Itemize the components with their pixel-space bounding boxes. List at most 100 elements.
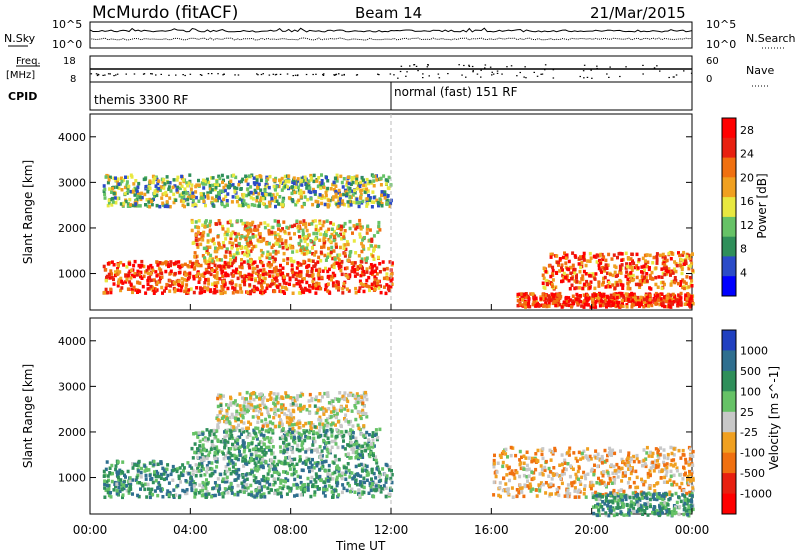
echo-cell xyxy=(374,458,378,463)
echo-cell xyxy=(524,305,528,309)
echo-cell xyxy=(237,473,241,478)
echo-cell xyxy=(194,233,198,237)
echo-cell xyxy=(132,285,136,290)
echo-cell xyxy=(203,436,207,440)
echo-cell xyxy=(303,178,307,182)
echo-cell xyxy=(154,270,158,274)
echo-cell xyxy=(305,459,309,463)
echo-cell xyxy=(104,175,108,179)
echo-cell xyxy=(236,290,240,294)
echo-cell xyxy=(169,472,173,477)
echo-cell xyxy=(104,488,108,492)
echo-cell xyxy=(194,195,198,200)
echo-cell xyxy=(159,185,163,189)
echo-cell xyxy=(532,298,536,302)
echo-cell xyxy=(351,393,355,398)
echo-cell xyxy=(244,224,247,228)
echo-cell xyxy=(204,203,207,208)
echo-cell xyxy=(142,177,146,182)
echo-cell xyxy=(239,419,243,424)
echo-cell xyxy=(558,303,561,307)
echo-cell xyxy=(560,305,564,309)
echo-cell xyxy=(597,281,601,285)
echo-cell xyxy=(215,445,219,449)
echo-cell xyxy=(215,194,219,199)
echo-cell xyxy=(372,494,376,499)
echo-cell xyxy=(307,258,311,262)
echo-cell xyxy=(238,428,242,433)
echo-cell xyxy=(292,433,296,437)
echo-cell xyxy=(378,228,382,232)
echo-cell xyxy=(667,295,671,300)
echo-cell xyxy=(299,405,303,410)
echo-cell xyxy=(211,239,215,243)
echo-cell xyxy=(215,222,218,226)
echo-cell xyxy=(138,192,142,196)
echo-cell xyxy=(256,447,260,452)
echo-cell xyxy=(521,298,524,302)
echo-cell xyxy=(111,186,115,191)
echo-cell xyxy=(110,203,114,207)
echo-cell xyxy=(171,185,175,190)
echo-cell xyxy=(268,265,272,269)
echo-cell xyxy=(335,173,339,178)
echo-cell xyxy=(228,250,232,255)
echo-cell xyxy=(324,258,328,262)
echo-cell xyxy=(254,454,258,458)
echo-cell xyxy=(578,294,582,298)
echo-cell xyxy=(340,430,344,434)
echo-cell xyxy=(299,486,303,490)
echo-cell xyxy=(341,483,345,487)
echo-cell xyxy=(318,193,322,197)
echo-cell xyxy=(374,244,378,248)
echo-cell xyxy=(351,477,355,481)
echo-cell xyxy=(208,289,212,294)
echo-cell xyxy=(310,269,314,274)
echo-cell xyxy=(609,293,613,298)
nave-point xyxy=(96,74,99,77)
echo-cell xyxy=(317,476,321,481)
echo-cell xyxy=(160,196,164,200)
echo-cell xyxy=(316,200,320,204)
echo-cell xyxy=(319,259,323,263)
echo-cell xyxy=(256,272,260,276)
echo-cell xyxy=(629,275,632,279)
echo-cell xyxy=(371,254,375,258)
echo-cell xyxy=(362,178,365,182)
echo-cell xyxy=(312,231,316,236)
echo-cell xyxy=(128,269,132,274)
echo-cell xyxy=(334,458,338,462)
echo-cell xyxy=(669,251,673,255)
echo-cell xyxy=(365,278,369,283)
echo-cell xyxy=(129,203,133,207)
echo-cell xyxy=(360,492,364,496)
echo-cell xyxy=(664,268,668,273)
echo-cell xyxy=(102,474,106,478)
echo-cell xyxy=(137,494,141,499)
echo-cell xyxy=(685,297,689,301)
echo-cell xyxy=(373,278,377,282)
echo-cell xyxy=(318,392,322,396)
echo-cell xyxy=(274,412,278,417)
echo-cell xyxy=(224,183,228,187)
echo-cell xyxy=(295,493,299,497)
echo-cell xyxy=(388,204,392,209)
echo-cell xyxy=(375,266,379,270)
echo-cell xyxy=(362,476,366,480)
echo-cell xyxy=(247,204,251,209)
echo-cell xyxy=(387,284,391,289)
echo-cell xyxy=(358,279,362,283)
echo-cell xyxy=(347,452,351,456)
echo-cell xyxy=(354,464,358,469)
echo-cell xyxy=(359,227,363,231)
echo-cell xyxy=(268,482,271,487)
nave-point xyxy=(480,76,482,78)
echo-cell xyxy=(292,259,296,264)
echo-cell xyxy=(358,414,362,419)
echo-cell xyxy=(355,181,359,185)
echo-cell xyxy=(523,301,527,305)
echo-cell xyxy=(197,469,201,473)
echo-cell xyxy=(366,224,370,228)
echo-cell xyxy=(158,261,162,265)
echo-cell xyxy=(296,185,300,189)
